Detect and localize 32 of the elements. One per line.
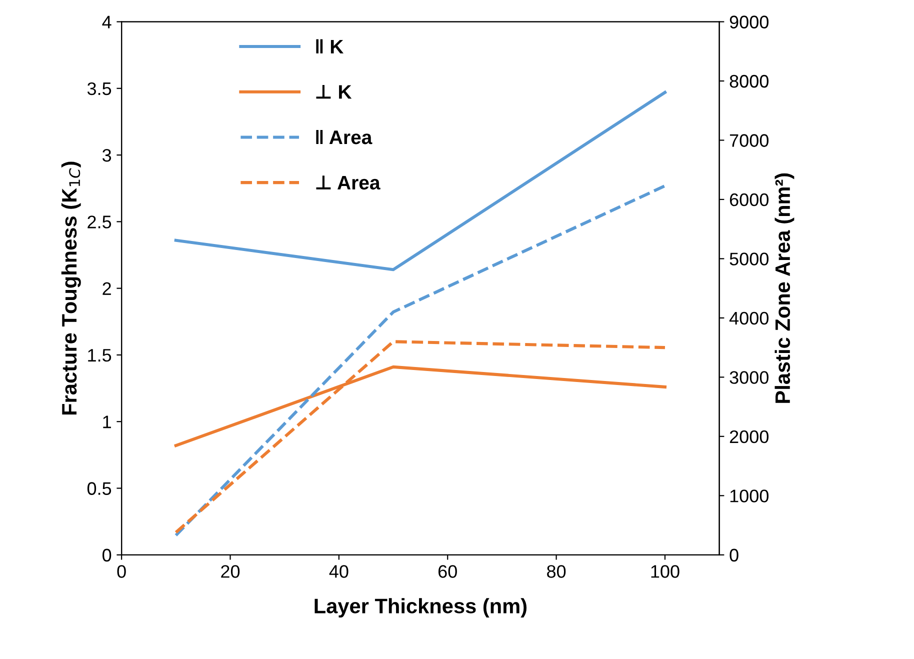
legend-label: ‖ Area	[316, 130, 372, 144]
y-tick-label: 2	[102, 282, 111, 295]
y-tick-label: 0	[102, 548, 112, 562]
y2-axis-title: Plastic Zone Area (nm²)	[774, 173, 794, 403]
y-tick-label: 2.5	[88, 216, 112, 228]
x-tick-label: 100	[651, 565, 680, 578]
y2-tick-label: 3000	[730, 371, 768, 384]
y2-tick-label: 1000	[730, 490, 768, 502]
y2-tick-label: 8000	[730, 74, 768, 88]
y-tick-label: 3	[102, 148, 112, 162]
x-tick-label: 60	[438, 565, 457, 578]
y-tick-label: 1	[103, 416, 111, 428]
legend-label: ⊥ K	[316, 84, 352, 99]
y2-tick-label: 7000	[730, 134, 768, 147]
y2-tick-label: 2000	[730, 430, 768, 444]
y-axis-title: Fracture Toughness (K$_{1C}$)	[61, 162, 81, 415]
y-tick-label: 3.5	[87, 82, 112, 96]
y-tick-label: 1.5	[88, 349, 112, 362]
x-tick-label: 20	[221, 565, 240, 578]
x-tick-label: 80	[547, 565, 566, 578]
legend-label: ‖ K	[316, 39, 344, 54]
y2-tick-label: 4000	[729, 312, 768, 325]
y2-tick-label: 6000	[730, 193, 768, 206]
x-tick-label: 0	[117, 565, 126, 578]
x-axis-title: Layer Thickness (nm)	[314, 598, 527, 618]
y2-tick-label: 5000	[730, 252, 768, 266]
x-tick-label: 40	[329, 565, 348, 578]
y2-tick-label: 0	[730, 548, 738, 562]
y-tick-label: 0.5	[87, 482, 112, 495]
y2-tick-label: 9000	[730, 16, 768, 28]
legend-label: ⊥ Area	[316, 176, 380, 190]
y-tick-label: 4	[102, 16, 112, 28]
